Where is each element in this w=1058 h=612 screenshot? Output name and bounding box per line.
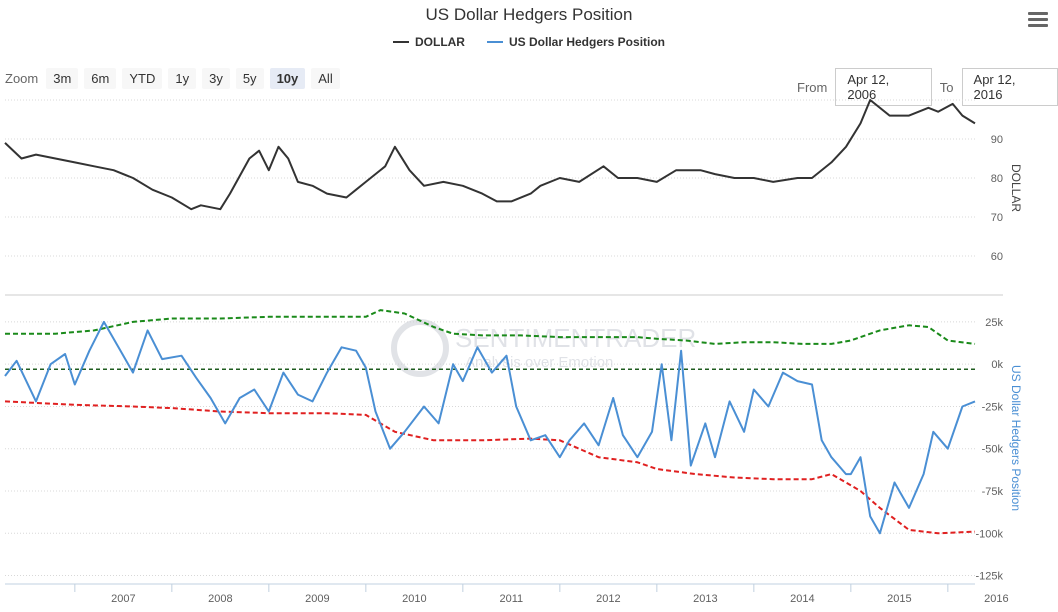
y-tick-label: -50k bbox=[982, 444, 1004, 456]
y-tick-label: 90 bbox=[991, 134, 1003, 146]
x-tick-label: 2011 bbox=[500, 593, 524, 605]
hamburger-menu-icon[interactable] bbox=[1028, 12, 1048, 28]
to-date-input[interactable]: Apr 12, 2016 bbox=[961, 68, 1058, 106]
tick-labels: 60 70 80 90 -125k -100k -75k -50k -25k 0k 25k 2007 2… bbox=[111, 134, 1008, 605]
x-tick-label: 2007 bbox=[111, 593, 135, 605]
zoom-button-1y[interactable]: 1y bbox=[168, 68, 197, 89]
zoom-button-10y[interactable]: 10y bbox=[269, 68, 306, 89]
legend-item-dollar[interactable]: DOLLAR bbox=[392, 35, 465, 49]
y-tick-label: -25k bbox=[982, 401, 1004, 413]
to-label: To bbox=[939, 79, 954, 95]
legend-item-hedgers[interactable]: US Dollar Hedgers Position bbox=[486, 35, 666, 49]
x-tick-label: 2015 bbox=[887, 593, 911, 605]
y-tick-label: -125k bbox=[975, 571, 1003, 583]
chart-title: US Dollar Hedgers Position bbox=[425, 5, 633, 24]
x-tick-label: 2013 bbox=[693, 593, 717, 605]
date-range: From Apr 12, 2006 To Apr 12, 2016 bbox=[797, 68, 1058, 106]
x-tick-label: 2010 bbox=[402, 593, 426, 605]
x-tick-label: 2012 bbox=[596, 593, 620, 605]
upper-band-line bbox=[5, 309, 976, 345]
y-tick-label: 60 bbox=[991, 251, 1003, 263]
legend-label-hedgers: US Dollar Hedgers Position bbox=[508, 35, 666, 49]
zoom-button-all[interactable]: All bbox=[311, 68, 340, 89]
y-tick-label: 80 bbox=[991, 173, 1003, 185]
zoom-button-3y[interactable]: 3y bbox=[202, 68, 230, 89]
y-tick-label: -100k bbox=[975, 528, 1003, 540]
hedgers-series-line bbox=[4, 320, 976, 535]
watermark-tagline: Analysis over Emotion bbox=[465, 354, 613, 371]
legend: DOLLAR US Dollar Hedgers Position bbox=[0, 35, 1058, 49]
dollar-series-line bbox=[4, 99, 976, 211]
x-tick-label: 2016 bbox=[984, 593, 1008, 605]
legend-swatch-dollar bbox=[392, 41, 409, 43]
lower-band-line bbox=[4, 400, 976, 535]
hedgers-axis-title: US Dollar Hedgers Position bbox=[1009, 365, 1023, 511]
dollar-axis-title: DOLLAR bbox=[1009, 164, 1023, 212]
x-tick-label: 2014 bbox=[790, 593, 814, 605]
series-layer bbox=[4, 99, 976, 535]
from-label: From bbox=[797, 79, 828, 95]
zoom-button-5y[interactable]: 5y bbox=[235, 68, 264, 89]
zoom-button-3m[interactable]: 3m bbox=[46, 68, 79, 89]
legend-swatch-hedgers bbox=[486, 41, 503, 43]
y-tick-label: 25k bbox=[985, 317, 1003, 329]
grid bbox=[5, 99, 1003, 592]
x-tick-label: 2009 bbox=[305, 593, 329, 605]
y-tick-label: 0k bbox=[991, 359, 1003, 371]
watermark-logo-icon bbox=[391, 319, 449, 377]
legend-label-dollar: DOLLAR bbox=[414, 35, 465, 49]
zoom-bar: Zoom 3m 6m YTD 1y 3y 5y 10y All bbox=[5, 68, 340, 89]
x-tick-label: 2008 bbox=[208, 593, 232, 605]
y-tick-label: -75k bbox=[982, 486, 1004, 498]
zoom-button-6m[interactable]: 6m bbox=[84, 68, 117, 89]
zoom-button-ytd[interactable]: YTD bbox=[122, 68, 163, 89]
zoom-label: Zoom bbox=[5, 71, 39, 86]
y-tick-label: 70 bbox=[991, 212, 1003, 224]
